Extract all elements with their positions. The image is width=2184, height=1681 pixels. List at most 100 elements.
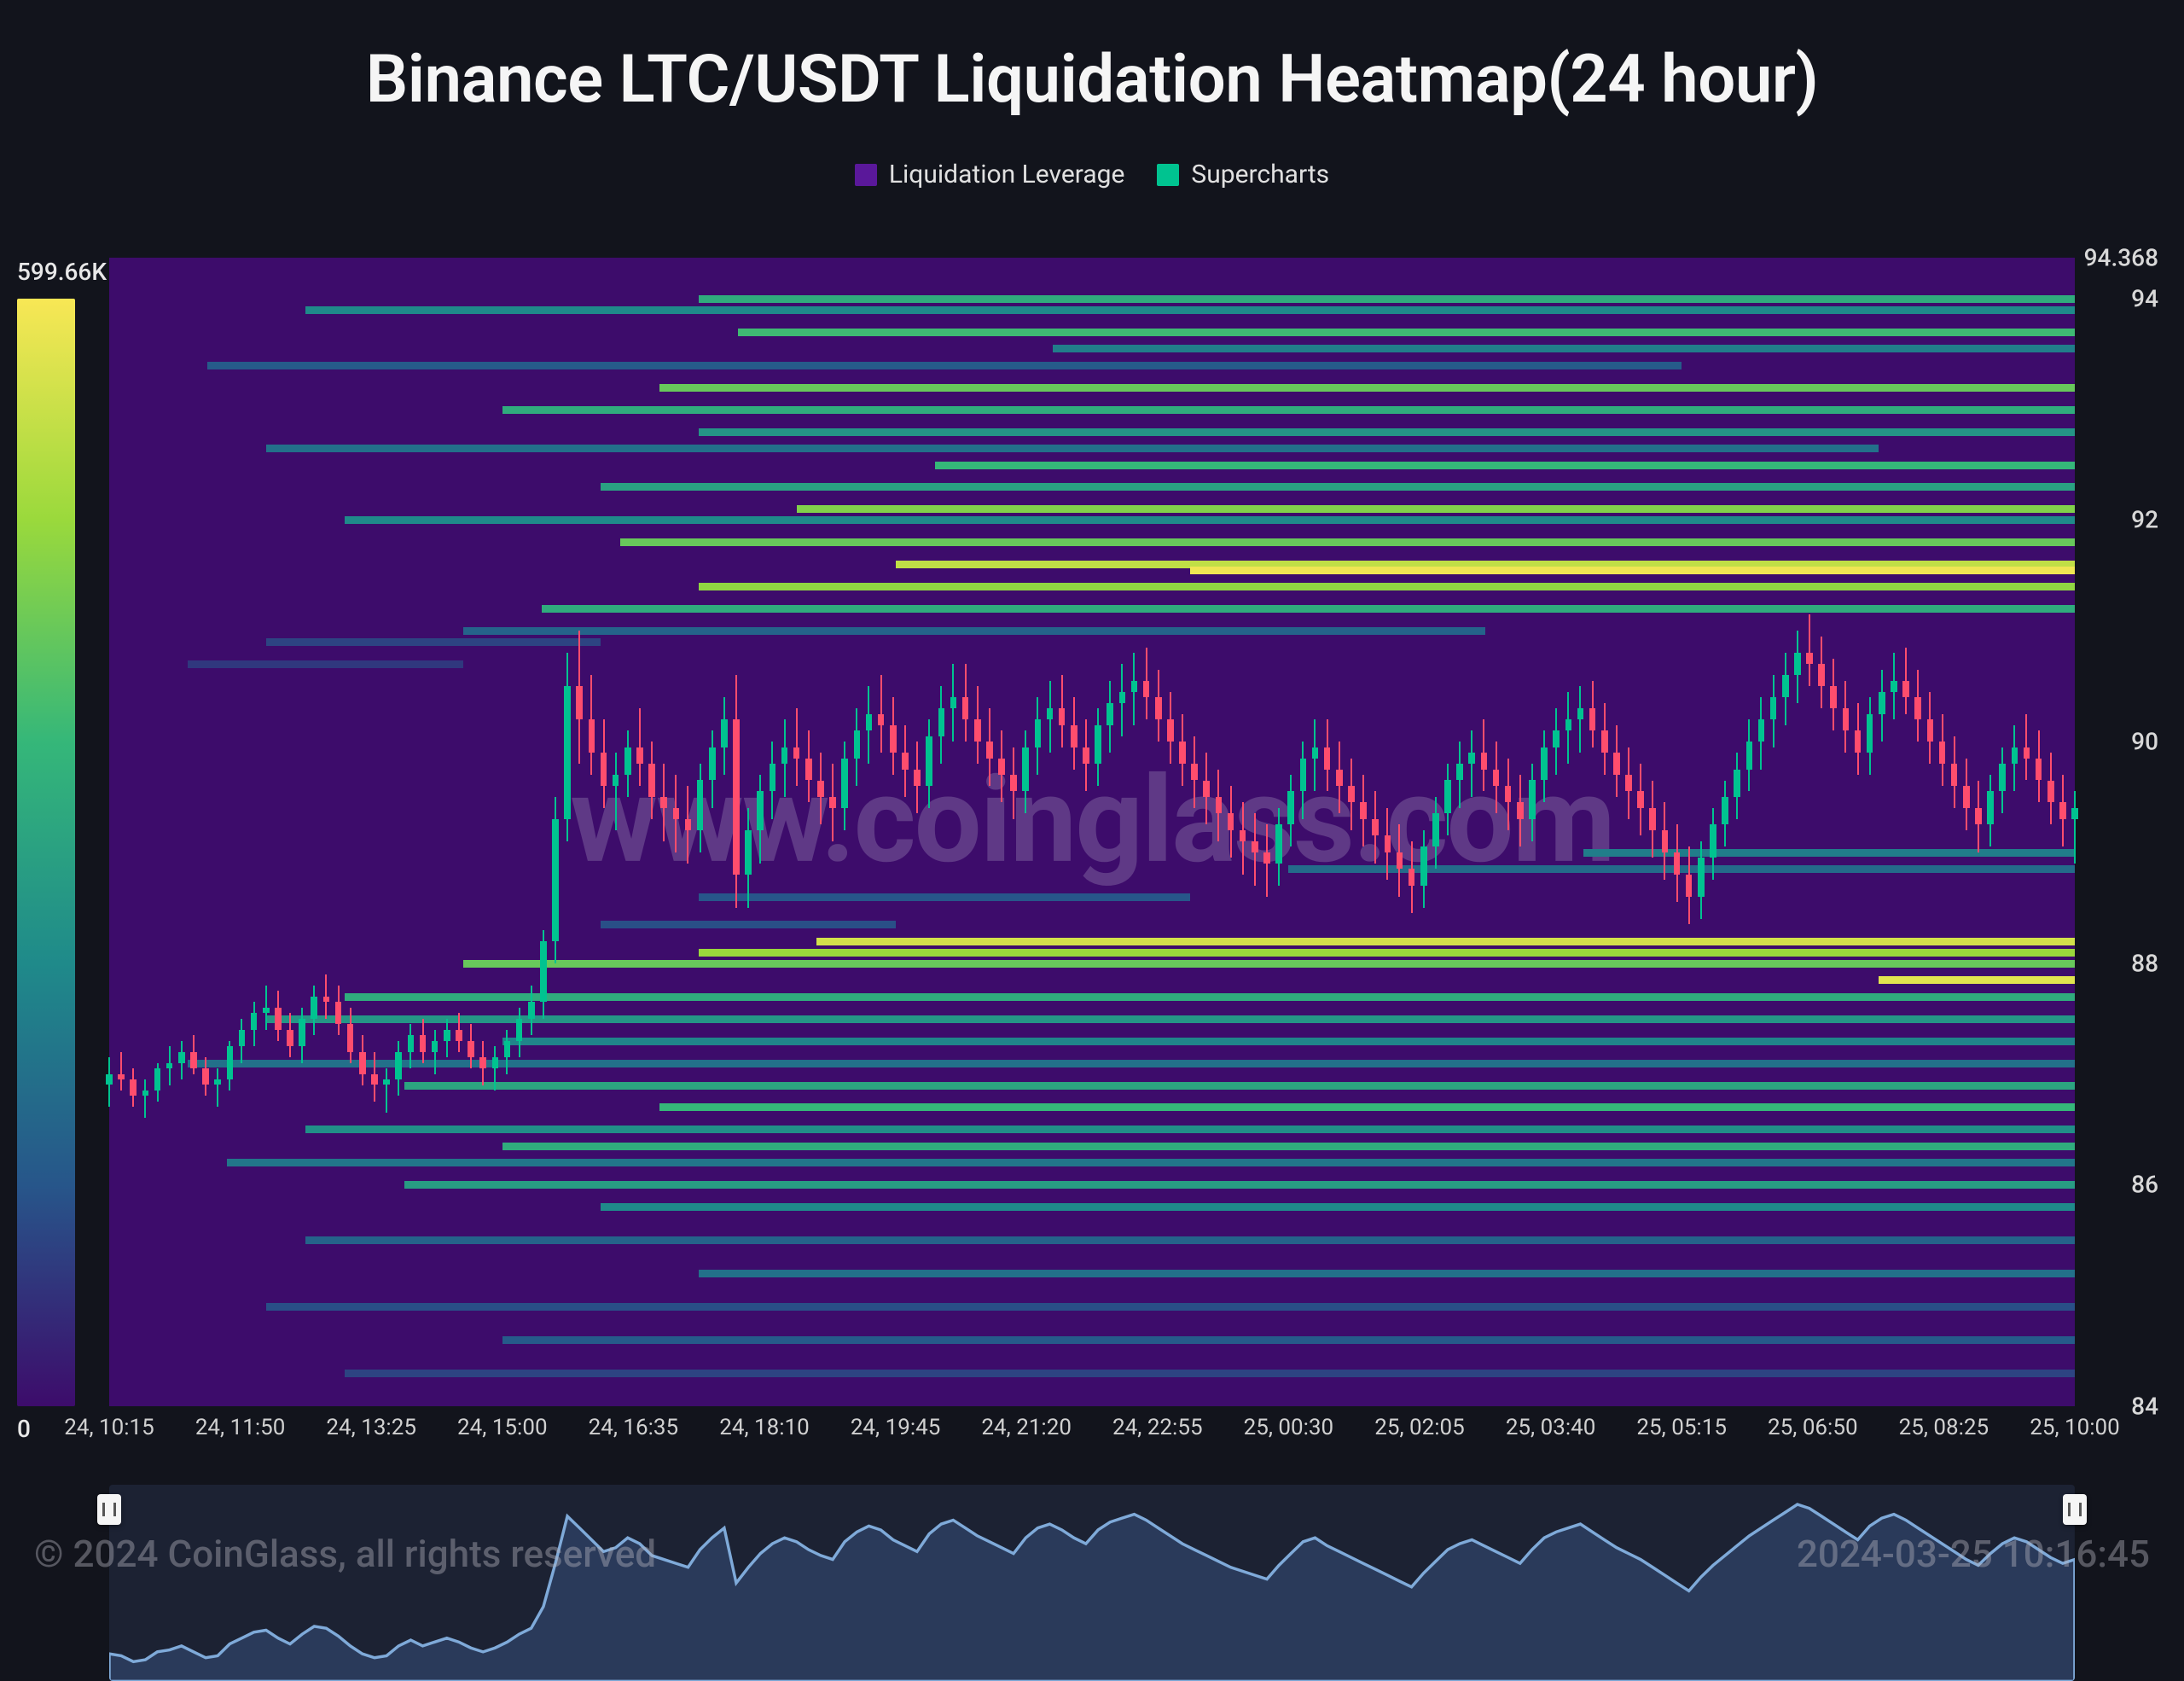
y-tick: 90 xyxy=(2131,728,2158,756)
candle xyxy=(1059,675,1066,747)
candle xyxy=(1927,692,1934,764)
candle xyxy=(1420,830,1427,908)
heat-band xyxy=(266,445,1878,452)
candle xyxy=(1999,747,2006,814)
candle xyxy=(805,730,812,802)
candle xyxy=(829,764,836,841)
candle xyxy=(1131,653,1138,724)
x-tick: 24, 11:50 xyxy=(195,1415,286,1440)
heat-band xyxy=(699,1270,2075,1277)
heat-band xyxy=(659,384,2075,392)
y-tick: 94.368 xyxy=(2084,244,2158,272)
candle xyxy=(745,808,752,908)
x-tick: 24, 19:45 xyxy=(851,1415,941,1440)
candle xyxy=(757,775,764,864)
legend-swatch-supercharts xyxy=(1157,164,1179,186)
candle xyxy=(1095,708,1101,786)
candle xyxy=(552,797,559,963)
candle xyxy=(1541,730,1548,802)
heat-band xyxy=(1190,567,2075,574)
heat-band xyxy=(1583,849,2075,857)
candle xyxy=(613,753,619,830)
candle xyxy=(1300,742,1307,819)
candle xyxy=(1975,781,1982,852)
candle xyxy=(1867,697,1873,775)
candle xyxy=(383,1068,390,1113)
candle xyxy=(1228,786,1234,858)
x-tick: 25, 03:40 xyxy=(1506,1415,1596,1440)
candle xyxy=(1782,653,1789,724)
heat-band xyxy=(305,1126,2075,1133)
candle xyxy=(323,974,330,1019)
candle xyxy=(263,986,270,1030)
x-tick: 25, 02:05 xyxy=(1374,1415,1465,1440)
colorbar-min: 0 xyxy=(17,1415,31,1443)
candle xyxy=(408,1024,415,1068)
plot-region[interactable]: www.coinglass.com xyxy=(109,258,2075,1406)
heat-band xyxy=(699,295,2075,303)
candle xyxy=(1625,747,1632,819)
candle xyxy=(866,686,873,764)
candle xyxy=(1432,797,1439,869)
candle xyxy=(926,719,932,808)
colorbar-max: 599.66K xyxy=(17,258,107,286)
candle xyxy=(1758,697,1765,769)
navigator[interactable] xyxy=(109,1485,2075,1534)
candle xyxy=(504,1030,511,1074)
candle xyxy=(1409,841,1415,913)
candle xyxy=(1818,637,1825,708)
candle xyxy=(468,1024,474,1068)
candle xyxy=(1686,846,1693,924)
navigator-handle-left[interactable] xyxy=(97,1494,121,1525)
candle xyxy=(1698,841,1705,919)
legend-label: Liquidation Leverage xyxy=(889,160,1125,189)
candle xyxy=(660,764,667,841)
candle xyxy=(275,991,282,1040)
heat-band xyxy=(542,605,2075,613)
candle xyxy=(854,708,861,786)
candle xyxy=(1360,775,1367,846)
heat-band xyxy=(463,960,2075,968)
x-tick: 24, 16:35 xyxy=(589,1415,679,1440)
candle xyxy=(359,1035,366,1085)
candle xyxy=(974,686,981,764)
heat-band xyxy=(345,993,2075,1001)
candle xyxy=(1179,714,1186,786)
candle xyxy=(1987,775,1994,846)
candle xyxy=(130,1068,136,1107)
y-tick: 86 xyxy=(2131,1171,2158,1199)
candle xyxy=(841,742,848,830)
y-tick: 92 xyxy=(2131,506,2158,534)
heat-band xyxy=(659,1103,2075,1111)
candle xyxy=(1385,808,1391,880)
candle xyxy=(311,986,317,1035)
candle xyxy=(395,1041,402,1096)
candle xyxy=(950,664,957,742)
candle xyxy=(1216,770,1223,841)
candle xyxy=(1468,730,1475,797)
heat-band xyxy=(502,406,2075,414)
candle xyxy=(890,697,897,775)
candle xyxy=(1324,719,1331,791)
y-axis: 94.368848688909294 xyxy=(2075,258,2167,1406)
candle xyxy=(106,1057,113,1107)
candle xyxy=(1505,759,1512,830)
navigator-handle-right[interactable] xyxy=(2063,1494,2087,1525)
candle xyxy=(685,786,692,864)
candle xyxy=(781,719,788,797)
candle xyxy=(1143,648,1150,719)
candle xyxy=(516,1008,523,1057)
navigator-sparkline xyxy=(109,1485,2075,1681)
candle xyxy=(227,1041,234,1091)
candle xyxy=(648,742,655,819)
candle xyxy=(2024,714,2030,781)
candle xyxy=(1613,725,1620,797)
y-tick: 84 xyxy=(2131,1393,2158,1421)
x-tick: 24, 15:00 xyxy=(457,1415,548,1440)
candle xyxy=(299,1008,305,1063)
heat-band xyxy=(266,638,601,646)
candle xyxy=(239,1019,246,1063)
heat-band xyxy=(797,505,2075,513)
candle xyxy=(1914,670,1921,742)
candle xyxy=(986,708,993,786)
